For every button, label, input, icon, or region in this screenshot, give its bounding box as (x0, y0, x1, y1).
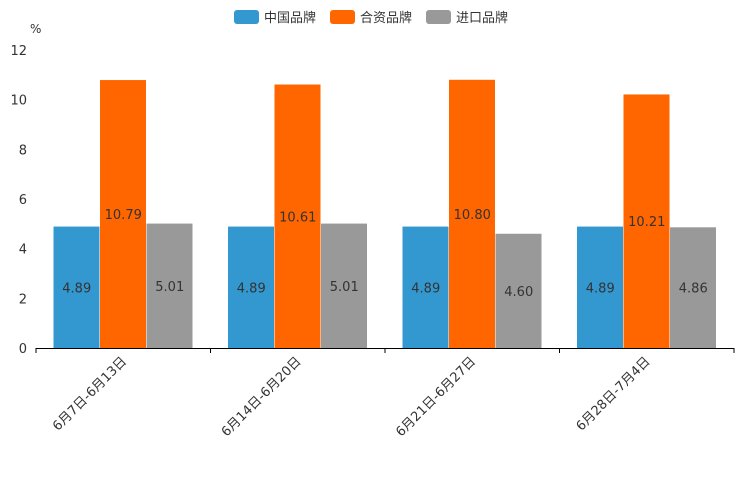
legend-swatch-import-brand (426, 9, 452, 24)
data-label: 10.80 (454, 208, 491, 223)
y-tick-label: 12 (10, 44, 27, 59)
legend: 中国品牌 合资品牌 进口品牌 (234, 7, 508, 26)
legend-item-import-brand[interactable]: 进口品牌 (426, 7, 508, 26)
bar-2-3 (670, 227, 716, 348)
x-tick-label: 6月14日-6月20日 (219, 354, 305, 440)
legend-item-china-brand[interactable]: 中国品牌 (234, 7, 316, 26)
y-tick-label: 2 (19, 292, 27, 307)
data-label: 4.89 (237, 281, 266, 296)
bar-2-0 (146, 223, 193, 348)
bar-1-3 (623, 94, 670, 349)
data-label: 5.01 (155, 280, 184, 295)
bar-1-0 (100, 80, 146, 348)
data-label: 4.86 (679, 282, 708, 297)
data-label: 4.60 (504, 285, 533, 300)
y-tick-label: 6 (19, 193, 27, 208)
legend-label-import-brand: 进口品牌 (456, 11, 509, 26)
data-label: 10.61 (279, 210, 316, 225)
legend-label-joint-venture-brand: 合资品牌 (360, 11, 413, 26)
bar-0-2 (402, 226, 449, 348)
legend-item-joint-venture-brand[interactable]: 合资品牌 (330, 7, 412, 26)
y-tick-label: 10 (10, 94, 27, 109)
bar-1-2 (449, 79, 495, 349)
legend-swatch-joint-venture-brand (330, 9, 356, 24)
data-label: 4.89 (62, 281, 91, 296)
legend-swatch-china-brand (234, 9, 259, 24)
x-tick-label: 6月28日-7月4日 (574, 354, 654, 434)
y-tick-label: 0 (19, 342, 27, 357)
bar-0-3 (577, 226, 623, 348)
y-tick-label: 8 (19, 143, 27, 158)
data-label: 5.01 (330, 280, 359, 295)
bar-0-0 (53, 226, 100, 348)
data-label: 10.21 (628, 215, 665, 230)
x-tick-label: 6月7日-6月13日 (50, 354, 130, 434)
data-label: 4.89 (411, 281, 440, 296)
bar-2-2 (495, 233, 542, 348)
data-label: 10.79 (105, 208, 142, 223)
legend-label-china-brand: 中国品牌 (264, 11, 317, 26)
x-tick-label: 6月21日-6月27日 (393, 354, 479, 440)
bar-2-1 (321, 223, 367, 348)
data-label: 4.89 (586, 281, 615, 296)
bar-0-1 (228, 226, 274, 348)
bar-1-1 (274, 84, 321, 348)
y-tick-label: 4 (19, 243, 27, 258)
y-axis-unit: % (30, 22, 42, 36)
